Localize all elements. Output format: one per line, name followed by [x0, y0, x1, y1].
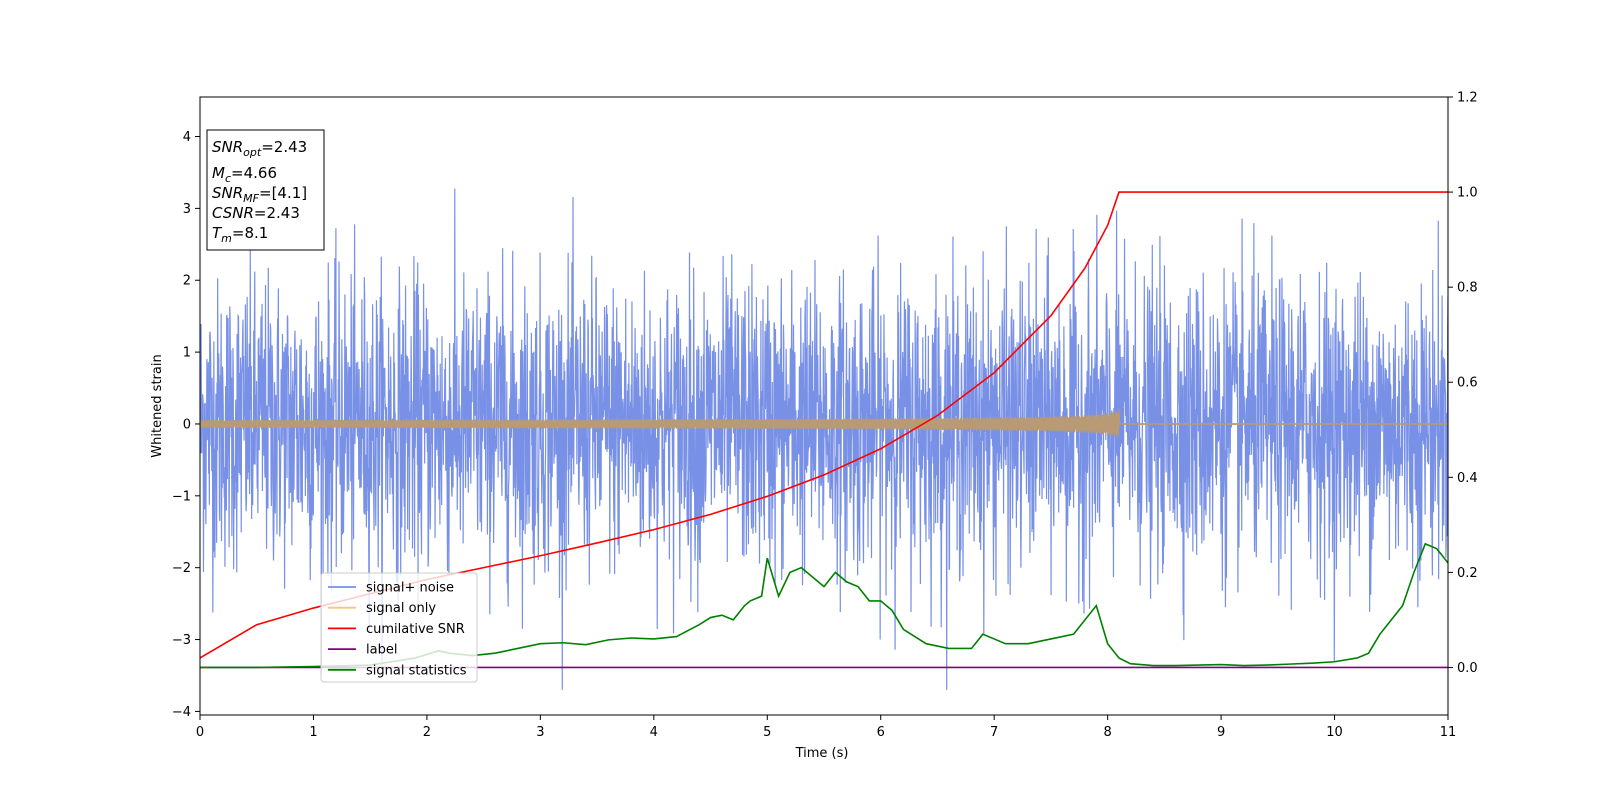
right-y-tick-label: 1.2 [1457, 91, 1478, 106]
x-tick-label: 4 [650, 725, 658, 740]
signal-noise-line [200, 188, 1448, 690]
x-tick-label: 7 [990, 725, 998, 740]
axes-frame [199, 96, 1449, 716]
left-y-tick-label: −2 [172, 561, 191, 576]
info-snr-opt: SNRopt=2.43 [212, 138, 307, 159]
legend-label: signal statistics [366, 663, 467, 678]
legend-frame [320, 572, 478, 683]
left-y-tick-label: −1 [172, 489, 191, 504]
info-box-frame [206, 129, 325, 251]
left-y-axis-ticks: 4 3 2 1 0 −1 −2 −3 −4 [172, 130, 200, 720]
x-tick-label: 5 [763, 725, 771, 740]
right-y-tick-label: 0.6 [1457, 376, 1478, 391]
legend-label: label [366, 643, 397, 658]
x-tick-label: 1 [309, 725, 317, 740]
right-y-tick-label: 0.2 [1457, 566, 1478, 581]
info-tm: Tm=8.1 [212, 224, 268, 245]
x-tick-label: 3 [536, 725, 544, 740]
x-tick-label: 11 [1440, 725, 1457, 740]
legend-label: signal+ noise [366, 581, 454, 596]
x-tick-label: 8 [1103, 725, 1111, 740]
signal-only-series [200, 409, 1448, 438]
signal-statistics-line [200, 542, 1448, 669]
legend-label: signal only [366, 601, 436, 616]
left-y-tick-label: 4 [183, 130, 191, 145]
x-tick-label: 6 [877, 725, 885, 740]
right-y-axis-ticks: 1.2 1.0 0.8 0.6 0.4 0.2 0.0 [1448, 91, 1478, 676]
left-y-tick-label: 1 [183, 346, 191, 361]
right-y-tick-label: 0.4 [1457, 471, 1478, 486]
left-y-tick-label: −3 [172, 633, 191, 648]
legend: signal+ noise signal only cumilative SNR la… [320, 572, 478, 683]
right-y-tick-label: 1.0 [1457, 186, 1478, 201]
legend-label: cumilative SNR [366, 622, 465, 637]
info-box: SNRopt=2.43 Mc=4.66 SNRMF=[4.1] CSNR=2.4… [206, 129, 325, 251]
left-y-tick-label: 0 [183, 417, 191, 432]
x-tick-label: 2 [423, 725, 431, 740]
x-tick-label: 9 [1217, 725, 1225, 740]
x-tick-label: 10 [1326, 725, 1343, 740]
signal-noise-series [200, 188, 1448, 690]
x-axis-label: Time (s) [795, 746, 849, 761]
left-y-tick-label: 2 [183, 274, 191, 289]
info-mc: Mc=4.66 [212, 164, 277, 185]
info-csnr: CSNR=2.43 [212, 204, 300, 222]
left-y-tick-label: −4 [172, 705, 191, 720]
right-y-tick-label: 0.0 [1457, 661, 1478, 676]
x-axis-ticks: 0 1 2 3 4 5 6 7 8 9 10 11 [196, 715, 1456, 740]
left-y-tick-label: 3 [183, 202, 191, 217]
info-snr-mf: SNRMF=[4.1] [212, 184, 307, 205]
right-y-tick-label: 0.8 [1457, 281, 1478, 296]
x-tick-label: 0 [196, 725, 204, 740]
y-axis-label: Whitened strain [150, 354, 165, 457]
